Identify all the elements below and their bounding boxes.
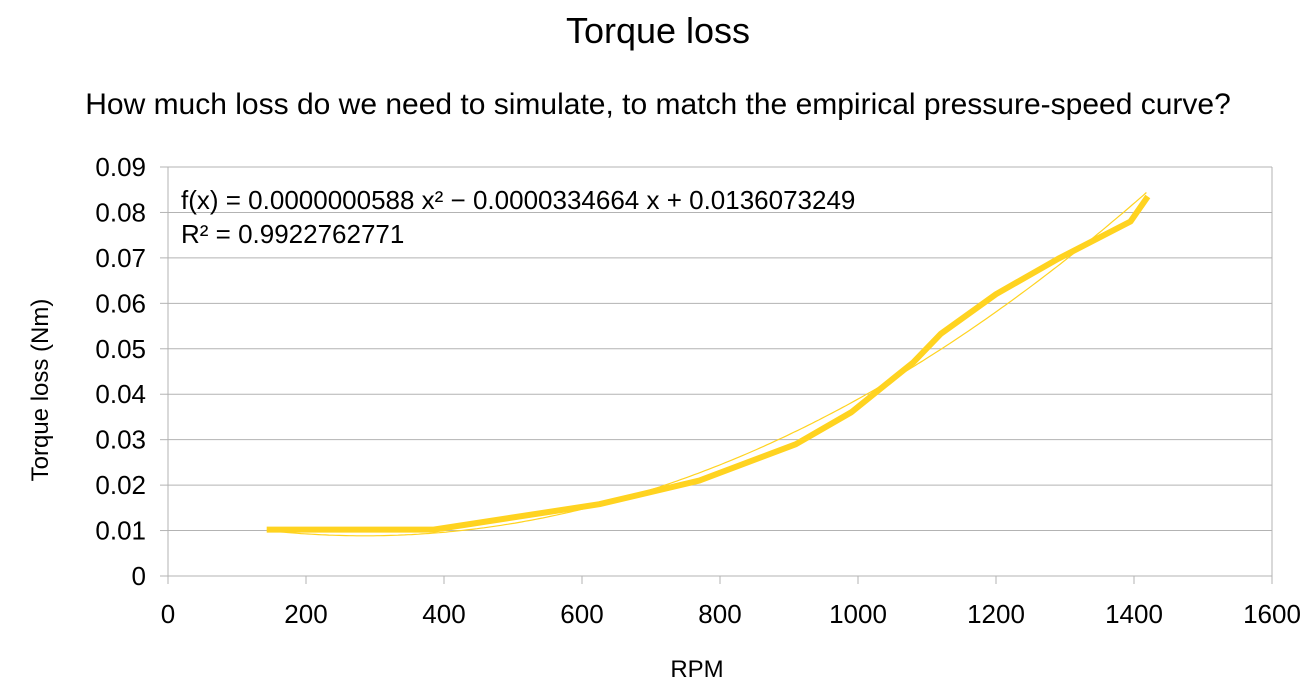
y-tick-label: 0.01: [95, 516, 146, 546]
x-tick-label: 800: [698, 599, 741, 629]
chart-title: Torque loss: [565, 10, 751, 51]
y-tick-label: 0.09: [95, 152, 146, 182]
x-tick-label: 1200: [967, 599, 1025, 629]
y-tick-label: 0.05: [95, 334, 146, 364]
x-tick-label: 1000: [829, 599, 887, 629]
y-tick-label: 0.06: [95, 288, 146, 318]
trendline-equation: f(x) = 0.0000000588 x² − 0.0000334664 x …: [181, 185, 855, 215]
chart-subtitle: How much loss do we need to simulate, to…: [85, 88, 1231, 121]
series-layer: [266, 194, 1151, 533]
trendline: [266, 192, 1147, 537]
axes: [160, 166, 1273, 584]
x-tick-label: 0: [161, 599, 175, 629]
y-tick-label: 0.03: [95, 425, 146, 455]
x-tick-label: 200: [284, 599, 327, 629]
series-line: [266, 194, 1151, 533]
y-tick-label: 0.07: [95, 243, 146, 273]
y-tick-label: 0.02: [95, 470, 146, 500]
x-tick-label: 1400: [1105, 599, 1163, 629]
x-tick-labels: 0 200 400 600 800 1000 1200 1400 1600: [161, 599, 1301, 629]
y-tick-label: 0: [132, 561, 146, 591]
y-tick-labels: 0 0.01 0.02 0.03 0.04 0.05 0.06 0.07 0.08 0.09: [95, 152, 146, 591]
x-tick-label: 600: [560, 599, 603, 629]
trendline-r-squared: R² = 0.9922762771: [181, 219, 404, 249]
trendline-layer: [266, 192, 1147, 537]
x-tick-label: 1600: [1243, 599, 1301, 629]
x-tick-label: 400: [422, 599, 465, 629]
y-tick-label: 0.04: [95, 379, 146, 409]
y-tick-label: 0.08: [95, 197, 146, 227]
gridlines: [168, 166, 1273, 576]
y-axis-title: Torque loss (Nm): [27, 299, 54, 482]
x-axis-title: RPM: [670, 656, 723, 683]
